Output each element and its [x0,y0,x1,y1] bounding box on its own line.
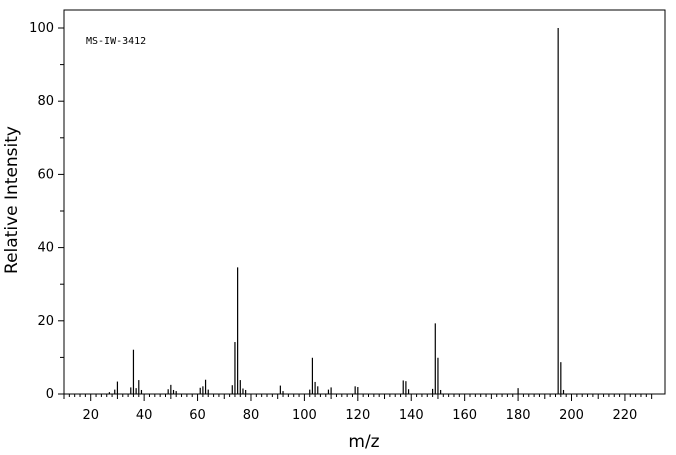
x-tick-label: 140 [399,408,424,423]
x-tick-label: 100 [292,408,317,423]
y-tick-label: 100 [29,21,54,36]
x-tick-label: 20 [82,408,99,423]
x-tick-label: 160 [452,408,477,423]
x-axis-title: m/z [348,432,379,452]
plot-frame [63,9,666,395]
spectrum-id-annotation: MS-IW-3412 [86,36,146,47]
x-tick-label: 40 [136,408,153,423]
y-axis: 0 20 40 60 80 100 [29,21,64,402]
spectrum-bars [108,28,565,394]
y-axis-title: Relative Intensity [2,126,22,274]
x-tick-label: 120 [345,408,370,423]
x-tick-label: 220 [613,408,638,423]
x-tick-label: 60 [189,408,206,423]
x-tick-label: 80 [243,408,260,423]
y-tick-label: 0 [46,387,54,402]
y-tick-label: 40 [37,241,54,256]
x-axis: 20 40 60 80 100 120 140 160 180 200 220 [63,394,653,423]
x-tick-label: 200 [559,408,584,423]
x-tick-label: 180 [506,408,531,423]
y-tick-label: 80 [37,94,54,109]
y-tick-label: 20 [37,314,54,329]
y-tick-label: 60 [37,167,54,182]
